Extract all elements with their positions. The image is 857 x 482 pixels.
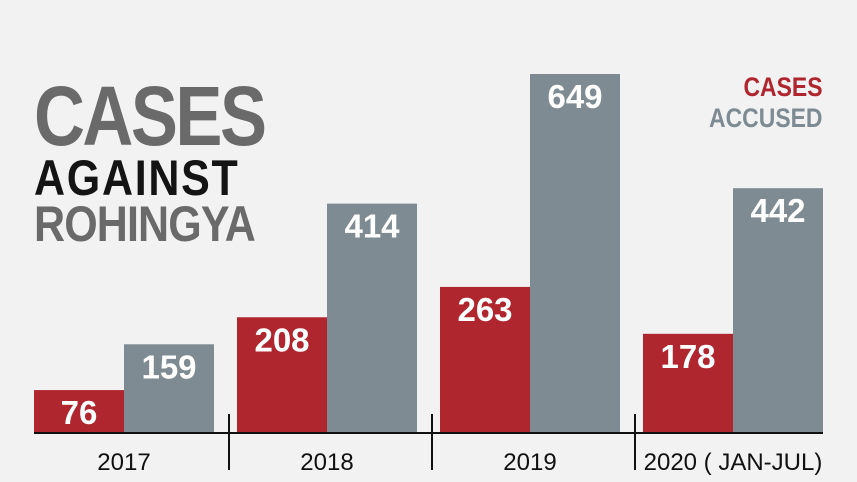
value-label-cases-0: 76: [61, 394, 98, 431]
value-label-accused-0: 159: [141, 348, 196, 385]
bar-cases-2: [440, 286, 530, 432]
x-axis: 2017 2018 2019 2020 ( JAN-JUL): [34, 414, 823, 476]
bars-group: [34, 74, 823, 432]
bar-accused-1: [327, 203, 417, 432]
title-line-1: CASES: [34, 69, 267, 163]
bar-accused-3: [733, 188, 823, 432]
value-label-cases-3: 178: [660, 338, 715, 375]
x-tick-label-3: 2020 ( JAN-JUL): [644, 449, 823, 476]
value-label-accused-2: 649: [547, 78, 602, 115]
value-label-cases-1: 208: [254, 321, 309, 358]
value-label-accused-3: 442: [750, 192, 805, 229]
bar-cases-1: [237, 317, 327, 432]
x-tick-label-1: 2018: [300, 449, 353, 476]
legend: CASES ACCUSED: [689, 72, 823, 134]
value-label-cases-2: 263: [457, 291, 512, 328]
x-tick-label-2: 2019: [503, 449, 556, 476]
value-label-accused-1: 414: [344, 208, 400, 245]
legend-item-cases: CASES: [743, 72, 823, 102]
value-labels-group: 76 159 208 414 263 649 178 442: [61, 78, 806, 431]
bar-accused-0: [124, 344, 214, 432]
bar-cases-3: [643, 333, 733, 432]
title-line-2: AGAINST: [34, 150, 240, 206]
legend-item-accused: ACCUSED: [709, 103, 823, 133]
bar-cases-0: [34, 390, 124, 432]
title-line-3: ROHINGYA: [34, 196, 256, 252]
bar-accused-2: [530, 74, 620, 432]
chart-title: CASES AGAINST ROHINGYA: [34, 69, 308, 252]
x-tick-label-0: 2017: [97, 449, 150, 476]
